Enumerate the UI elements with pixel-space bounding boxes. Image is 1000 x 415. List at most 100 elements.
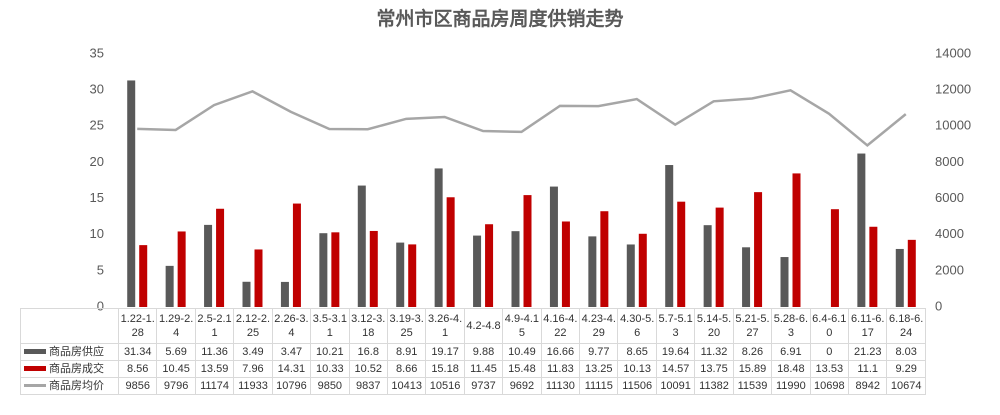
category-label: 3.26-4.1 (425, 308, 465, 344)
corner (20, 308, 119, 344)
bar (254, 249, 263, 307)
table-value: 9692 (502, 377, 542, 395)
table-value: 8.91 (386, 343, 427, 361)
category-label: 1.29-2.4 (156, 308, 196, 344)
table-value: 9850 (310, 377, 350, 395)
table-value: 19.17 (425, 343, 465, 361)
table-value: 10796 (271, 377, 312, 395)
legend-swatch (24, 383, 46, 387)
category-label: 2.5-2.11 (194, 308, 235, 344)
y2-tick-label: 8000 (935, 154, 964, 169)
legend-entry: 商品房成交 (20, 360, 119, 378)
bar (369, 230, 378, 307)
category-label: 4.9-4.15 (502, 308, 542, 344)
table-value: 11506 (617, 377, 657, 395)
legend-swatch (24, 365, 46, 371)
table-value: 10.33 (310, 360, 350, 378)
table-value: 8.03 (886, 343, 926, 361)
category-label: 6.18-6.24 (886, 308, 926, 344)
table-value: 8942 (848, 377, 888, 395)
bar (319, 233, 328, 307)
legend-label: 商品房供应 (49, 346, 104, 358)
table-value: 19.64 (655, 343, 696, 361)
bar (588, 236, 597, 307)
bar (280, 281, 289, 307)
bar (780, 257, 789, 307)
bar (703, 225, 712, 307)
bar (907, 239, 916, 307)
table-value: 11.1 (848, 360, 888, 378)
category-label: 5.7-5.13 (655, 308, 696, 344)
bar (715, 207, 724, 307)
bar (485, 224, 494, 307)
line (137, 88, 907, 148)
series-row: 商品房供应 31.34 5.69 11.36 3.49 3.47 10.21 16.8 8.91… (20, 343, 926, 361)
category-label: 6.11-6.17 (848, 308, 888, 344)
table-value: 14.31 (271, 360, 312, 378)
category-label: 3.5-3.11 (310, 308, 350, 344)
y-tick-label: 15 (90, 190, 104, 205)
table-value: 9.77 (579, 343, 619, 361)
bar (396, 242, 405, 307)
table-value: 7.96 (233, 360, 273, 378)
legend-label: 商品房成交 (49, 363, 104, 375)
bar (742, 247, 751, 307)
y-tick-label: 30 (90, 82, 104, 97)
category-label: 2.26-3.4 (271, 308, 312, 344)
bar (292, 203, 301, 307)
table-value: 13.75 (694, 360, 734, 378)
y2-tick-label: 10000 (935, 118, 971, 133)
table-value: 10.21 (310, 343, 350, 361)
table-value: 3.49 (233, 343, 273, 361)
series-row: 商品房成交 8.56 10.45 13.59 7.96 14.31 10.33 10.52 8.… (20, 360, 926, 378)
bar (600, 211, 609, 307)
category-label: 1.22-1.28 (117, 308, 158, 344)
table-value: 16.66 (540, 343, 581, 361)
bar (408, 244, 417, 307)
table-value: 10698 (809, 377, 850, 395)
bar (331, 232, 340, 307)
table-value: 10.49 (502, 343, 542, 361)
y-tick-label: 0 (97, 298, 104, 313)
bar (665, 165, 674, 307)
y2-tick-label: 4000 (935, 226, 964, 241)
category-label: 5.14-5.20 (694, 308, 734, 344)
table-value: 8.65 (617, 343, 657, 361)
table-value: 15.18 (425, 360, 465, 378)
category-label: 5.28-6.3 (771, 308, 811, 344)
y-tick-label: 20 (90, 154, 104, 169)
table-value: 9856 (117, 377, 158, 395)
table-value: 10516 (425, 377, 465, 395)
legend-entry: 商品房供应 (20, 343, 119, 361)
bar (895, 248, 904, 307)
series-row: 商品房均价 9856 9796 11174 11933 10796 9850 9837 1041… (20, 377, 926, 395)
bar (446, 197, 455, 307)
bar (511, 231, 520, 307)
category-label: 4.16-4.22 (540, 308, 581, 344)
category-label: 3.19-3.25 (386, 308, 427, 344)
y-tick-label: 25 (90, 118, 104, 133)
chart-title: 常州市区商品房周度供销走势 (376, 7, 623, 30)
table-value: 31.34 (117, 343, 158, 361)
bar (139, 245, 148, 307)
table-value: 11130 (540, 377, 581, 395)
table-value: 11.32 (694, 343, 734, 361)
table-value: 16.8 (348, 343, 388, 361)
table-value: 5.69 (156, 343, 196, 361)
y-tick-label: 10 (90, 226, 104, 241)
table-value: 11382 (694, 377, 734, 395)
category-label: 4.30-5.6 (617, 308, 657, 344)
y-tick-label: 5 (97, 262, 104, 277)
table-value: 11115 (579, 377, 619, 395)
table-value: 10674 (886, 377, 926, 395)
table-value: 10413 (386, 377, 427, 395)
bar (216, 208, 225, 307)
table-value: 11990 (771, 377, 811, 395)
table-value: 10091 (655, 377, 696, 395)
bar (792, 173, 801, 307)
bar (754, 192, 763, 307)
bar (638, 233, 647, 307)
category-label: 2.12-2.25 (233, 308, 273, 344)
